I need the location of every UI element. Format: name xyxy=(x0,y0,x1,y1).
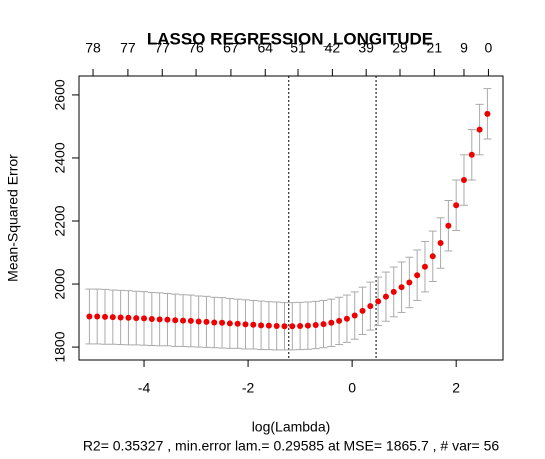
point xyxy=(343,315,350,322)
plot-box xyxy=(78,75,504,361)
subtitle: R2= 0.35327 , min.error lam.= 0.29585 at… xyxy=(83,438,500,454)
top-tick-label: 21 xyxy=(427,40,443,56)
point xyxy=(219,319,226,326)
point xyxy=(172,317,179,324)
point xyxy=(476,126,483,133)
point xyxy=(406,279,413,286)
top-tick-label: 64 xyxy=(257,40,273,56)
top-tick-label: 51 xyxy=(290,40,306,56)
chart-title: LASSO REGRESSION_LONGITUDE xyxy=(147,29,433,48)
point xyxy=(133,315,140,322)
point xyxy=(187,317,194,324)
point xyxy=(94,313,101,320)
point xyxy=(258,322,265,329)
point xyxy=(102,313,109,320)
y-tick-label: 2000 xyxy=(52,268,68,299)
point xyxy=(375,298,382,305)
top-tick-label: 42 xyxy=(325,40,341,56)
top-tick-label: 77 xyxy=(154,40,170,56)
point xyxy=(242,321,249,328)
point xyxy=(250,321,257,328)
point xyxy=(453,202,460,209)
point xyxy=(211,319,218,326)
point xyxy=(351,312,358,319)
point xyxy=(148,316,155,323)
point xyxy=(226,320,233,327)
point xyxy=(336,317,343,324)
top-tick-label: 76 xyxy=(188,40,204,56)
point xyxy=(125,314,132,321)
point xyxy=(117,314,124,321)
x-tick-label: 0 xyxy=(348,380,356,396)
top-tick-label: 67 xyxy=(223,40,239,56)
point xyxy=(328,319,335,326)
point xyxy=(109,314,116,321)
point xyxy=(273,322,280,329)
y-tick-label: 2400 xyxy=(52,142,68,173)
point xyxy=(297,322,304,329)
point xyxy=(460,177,467,184)
point xyxy=(281,323,288,330)
x-tick-label: -2 xyxy=(242,380,255,396)
point xyxy=(86,313,93,320)
y-tick-label: 2600 xyxy=(52,79,68,110)
point xyxy=(437,240,444,247)
point xyxy=(304,322,311,329)
point xyxy=(359,307,366,314)
point xyxy=(445,222,452,229)
y-axis-label: Mean-Squared Error xyxy=(5,154,21,282)
top-tick-label: 39 xyxy=(358,40,374,56)
point xyxy=(367,303,374,310)
y-tick-label: 2200 xyxy=(52,205,68,236)
x-axis-label: log(Lambda) xyxy=(252,419,331,435)
point xyxy=(320,321,327,328)
point xyxy=(234,320,241,327)
x-tick-label: 2 xyxy=(452,380,460,396)
y-tick-label: 1800 xyxy=(52,331,68,362)
point xyxy=(429,253,436,260)
point xyxy=(195,318,202,325)
point xyxy=(398,284,405,291)
point xyxy=(421,263,428,270)
top-tick-label: 78 xyxy=(85,40,101,56)
top-tick-label: 77 xyxy=(120,40,136,56)
point xyxy=(484,110,491,117)
point xyxy=(180,317,187,324)
point xyxy=(414,272,421,279)
point xyxy=(289,323,296,330)
point xyxy=(265,322,272,329)
point xyxy=(390,288,397,295)
top-tick-label: 29 xyxy=(392,40,408,56)
x-tick-label: -4 xyxy=(138,380,151,396)
point xyxy=(468,151,475,158)
point xyxy=(382,293,389,300)
top-tick-label: 0 xyxy=(485,40,493,56)
top-tick-label: 9 xyxy=(460,40,468,56)
point xyxy=(312,322,319,329)
point xyxy=(156,316,163,323)
point xyxy=(203,318,210,325)
point xyxy=(141,315,148,322)
point xyxy=(164,316,171,323)
